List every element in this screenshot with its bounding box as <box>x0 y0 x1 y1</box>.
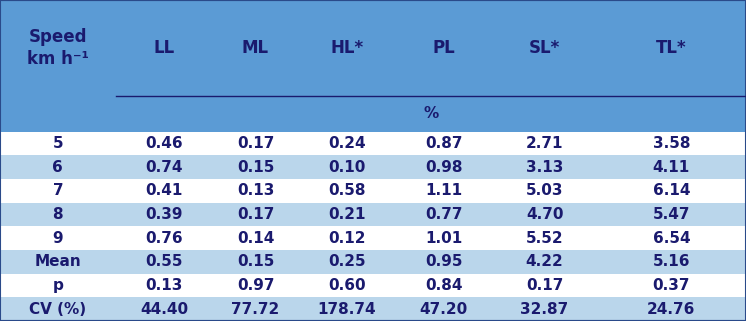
Bar <box>0 179 746 203</box>
Text: 0.17: 0.17 <box>526 278 563 293</box>
Text: 0.25: 0.25 <box>328 254 366 269</box>
Text: 32.87: 32.87 <box>521 302 568 317</box>
Text: 4.70: 4.70 <box>526 207 563 222</box>
Text: Speed
km h⁻¹: Speed km h⁻¹ <box>27 28 89 68</box>
Text: 5.03: 5.03 <box>526 183 563 198</box>
Bar <box>0 132 746 155</box>
Text: 77.72: 77.72 <box>231 302 280 317</box>
Text: 0.55: 0.55 <box>145 254 183 269</box>
Bar <box>0 0 746 132</box>
Text: 0.39: 0.39 <box>145 207 183 222</box>
Text: 5.16: 5.16 <box>653 254 690 269</box>
Text: %: % <box>423 107 439 121</box>
Text: 8: 8 <box>52 207 63 222</box>
Text: 6.14: 6.14 <box>653 183 690 198</box>
Text: 5.47: 5.47 <box>653 207 690 222</box>
Text: 3.58: 3.58 <box>653 136 690 151</box>
Text: 1.11: 1.11 <box>425 183 463 198</box>
Text: 0.17: 0.17 <box>236 136 275 151</box>
Text: 0.15: 0.15 <box>236 254 275 269</box>
Text: 2.71: 2.71 <box>526 136 563 151</box>
Text: 9: 9 <box>52 231 63 246</box>
Bar <box>0 250 746 273</box>
Text: 0.14: 0.14 <box>236 231 275 246</box>
Bar <box>0 273 746 297</box>
Text: 6.54: 6.54 <box>653 231 690 246</box>
Text: CV (%): CV (%) <box>29 302 87 317</box>
Text: 0.84: 0.84 <box>425 278 463 293</box>
Text: 0.97: 0.97 <box>236 278 275 293</box>
Text: 1.01: 1.01 <box>425 231 463 246</box>
Bar <box>0 203 746 226</box>
Text: 0.60: 0.60 <box>328 278 366 293</box>
Text: 0.13: 0.13 <box>145 278 183 293</box>
Text: 6: 6 <box>52 160 63 175</box>
Bar <box>0 155 746 179</box>
Text: 3.13: 3.13 <box>526 160 563 175</box>
Text: 0.76: 0.76 <box>145 231 183 246</box>
Text: 0.58: 0.58 <box>328 183 366 198</box>
Text: 0.12: 0.12 <box>328 231 366 246</box>
Bar <box>0 226 746 250</box>
Text: 5.52: 5.52 <box>526 231 563 246</box>
Text: 7: 7 <box>52 183 63 198</box>
Text: TL*: TL* <box>656 39 687 57</box>
Text: 4.11: 4.11 <box>653 160 690 175</box>
Text: 0.17: 0.17 <box>236 207 275 222</box>
Text: 0.46: 0.46 <box>145 136 183 151</box>
Text: Mean: Mean <box>34 254 81 269</box>
Text: 178.74: 178.74 <box>318 302 376 317</box>
Text: 0.21: 0.21 <box>328 207 366 222</box>
Text: 0.74: 0.74 <box>145 160 183 175</box>
Text: 44.40: 44.40 <box>140 302 188 317</box>
Text: 24.76: 24.76 <box>648 302 695 317</box>
Text: 0.87: 0.87 <box>425 136 463 151</box>
Text: HL*: HL* <box>330 39 363 57</box>
Text: 0.15: 0.15 <box>236 160 275 175</box>
Text: 0.77: 0.77 <box>425 207 463 222</box>
Text: 0.24: 0.24 <box>328 136 366 151</box>
Text: SL*: SL* <box>529 39 560 57</box>
Text: 0.37: 0.37 <box>653 278 690 293</box>
Text: 4.22: 4.22 <box>526 254 563 269</box>
Text: p: p <box>52 278 63 293</box>
Text: LL: LL <box>154 39 175 57</box>
Text: 47.20: 47.20 <box>420 302 468 317</box>
Text: 5: 5 <box>52 136 63 151</box>
Bar <box>0 297 746 321</box>
Text: ML: ML <box>242 39 269 57</box>
Text: 0.13: 0.13 <box>236 183 275 198</box>
Text: 0.10: 0.10 <box>328 160 366 175</box>
Text: 0.41: 0.41 <box>145 183 183 198</box>
Text: PL: PL <box>433 39 455 57</box>
Text: 0.98: 0.98 <box>425 160 463 175</box>
Text: 0.95: 0.95 <box>425 254 463 269</box>
